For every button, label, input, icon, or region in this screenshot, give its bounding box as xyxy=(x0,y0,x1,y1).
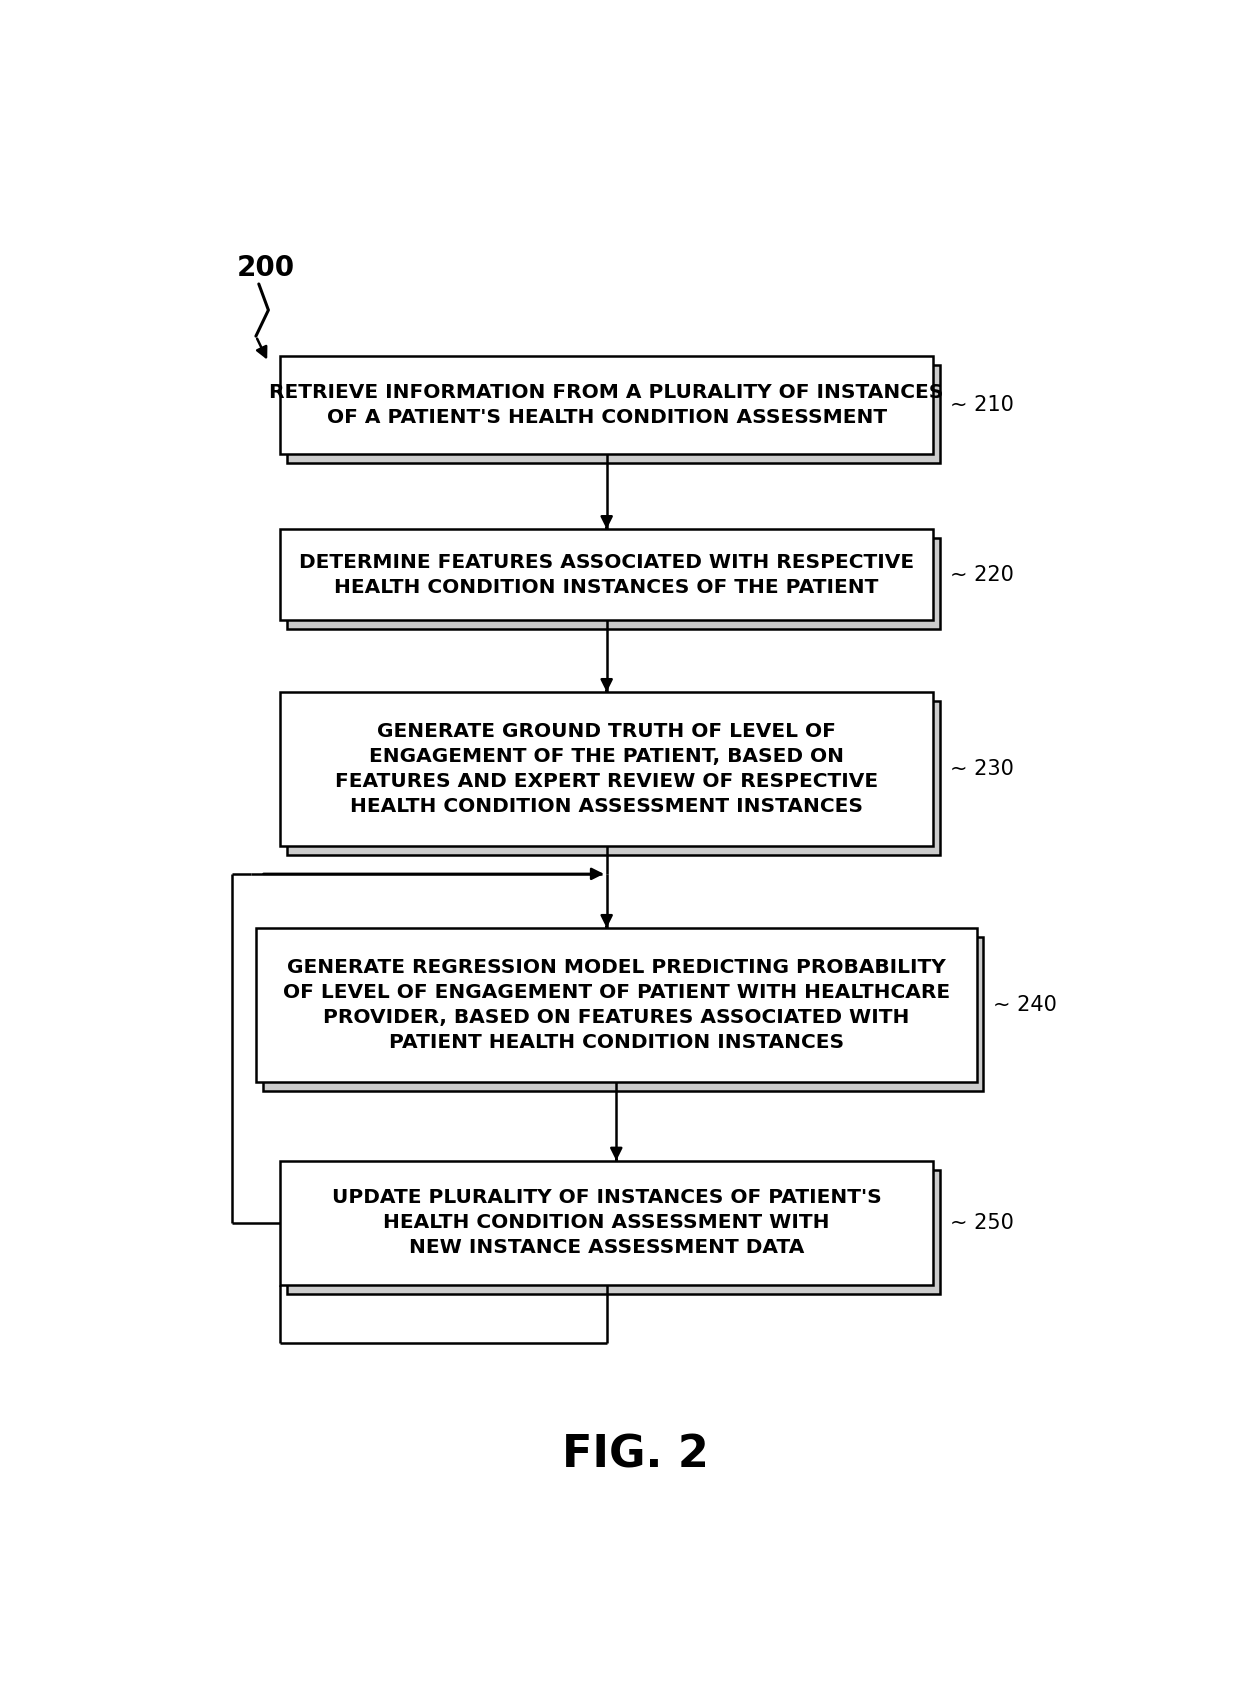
Text: FIG. 2: FIG. 2 xyxy=(562,1434,709,1476)
FancyBboxPatch shape xyxy=(280,528,934,620)
FancyBboxPatch shape xyxy=(280,1161,934,1285)
FancyBboxPatch shape xyxy=(286,701,940,855)
Text: ~ 240: ~ 240 xyxy=(993,995,1056,1014)
Text: ~ 210: ~ 210 xyxy=(950,394,1013,415)
FancyBboxPatch shape xyxy=(263,938,983,1090)
Text: DETERMINE FEATURES ASSOCIATED WITH RESPECTIVE
HEALTH CONDITION INSTANCES OF THE : DETERMINE FEATURES ASSOCIATED WITH RESPE… xyxy=(299,552,914,596)
Text: GENERATE GROUND TRUTH OF LEVEL OF
ENGAGEMENT OF THE PATIENT, BASED ON
FEATURES A: GENERATE GROUND TRUTH OF LEVEL OF ENGAGE… xyxy=(335,721,878,816)
Text: ~ 220: ~ 220 xyxy=(950,565,1013,584)
FancyBboxPatch shape xyxy=(280,356,934,454)
Text: 200: 200 xyxy=(237,254,295,283)
Text: UPDATE PLURALITY OF INSTANCES OF PATIENT'S
HEALTH CONDITION ASSESSMENT WITH
NEW : UPDATE PLURALITY OF INSTANCES OF PATIENT… xyxy=(332,1188,882,1258)
FancyBboxPatch shape xyxy=(286,366,940,464)
FancyBboxPatch shape xyxy=(286,1170,940,1293)
FancyBboxPatch shape xyxy=(255,928,977,1082)
Text: RETRIEVE INFORMATION FROM A PLURALITY OF INSTANCES
OF A PATIENT'S HEALTH CONDITI: RETRIEVE INFORMATION FROM A PLURALITY OF… xyxy=(269,383,944,427)
FancyBboxPatch shape xyxy=(286,538,940,630)
FancyBboxPatch shape xyxy=(280,692,934,846)
Text: ~ 250: ~ 250 xyxy=(950,1212,1013,1233)
Text: GENERATE REGRESSION MODEL PREDICTING PROBABILITY
OF LEVEL OF ENGAGEMENT OF PATIE: GENERATE REGRESSION MODEL PREDICTING PRO… xyxy=(283,958,950,1051)
Text: ~ 230: ~ 230 xyxy=(950,758,1013,779)
